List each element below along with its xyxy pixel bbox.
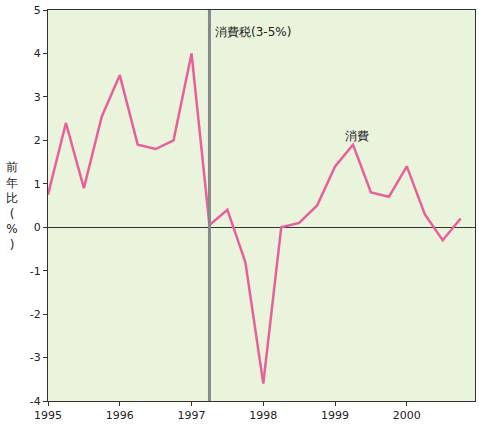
svg-text:1995: 1995 [34, 409, 62, 422]
svg-text:2000: 2000 [393, 409, 421, 422]
svg-text:3: 3 [34, 91, 41, 104]
svg-text:前年比(%): 前年比(%) [6, 160, 18, 252]
svg-text:1997: 1997 [178, 409, 206, 422]
svg-text:消費税(3-5%): 消費税(3-5%) [215, 25, 291, 39]
svg-text:1996: 1996 [106, 409, 134, 422]
svg-text:5: 5 [34, 4, 41, 17]
svg-text:消費: 消費 [345, 129, 369, 143]
svg-text:-3: -3 [30, 351, 41, 364]
svg-text:1: 1 [34, 178, 41, 191]
svg-text:0: 0 [34, 221, 41, 234]
svg-text:4: 4 [34, 47, 41, 60]
svg-text:2: 2 [34, 134, 41, 147]
svg-text:-4: -4 [30, 395, 41, 408]
svg-text:1998: 1998 [249, 409, 277, 422]
svg-text:-1: -1 [30, 265, 41, 278]
svg-text:-2: -2 [30, 308, 41, 321]
svg-text:1999: 1999 [321, 409, 349, 422]
